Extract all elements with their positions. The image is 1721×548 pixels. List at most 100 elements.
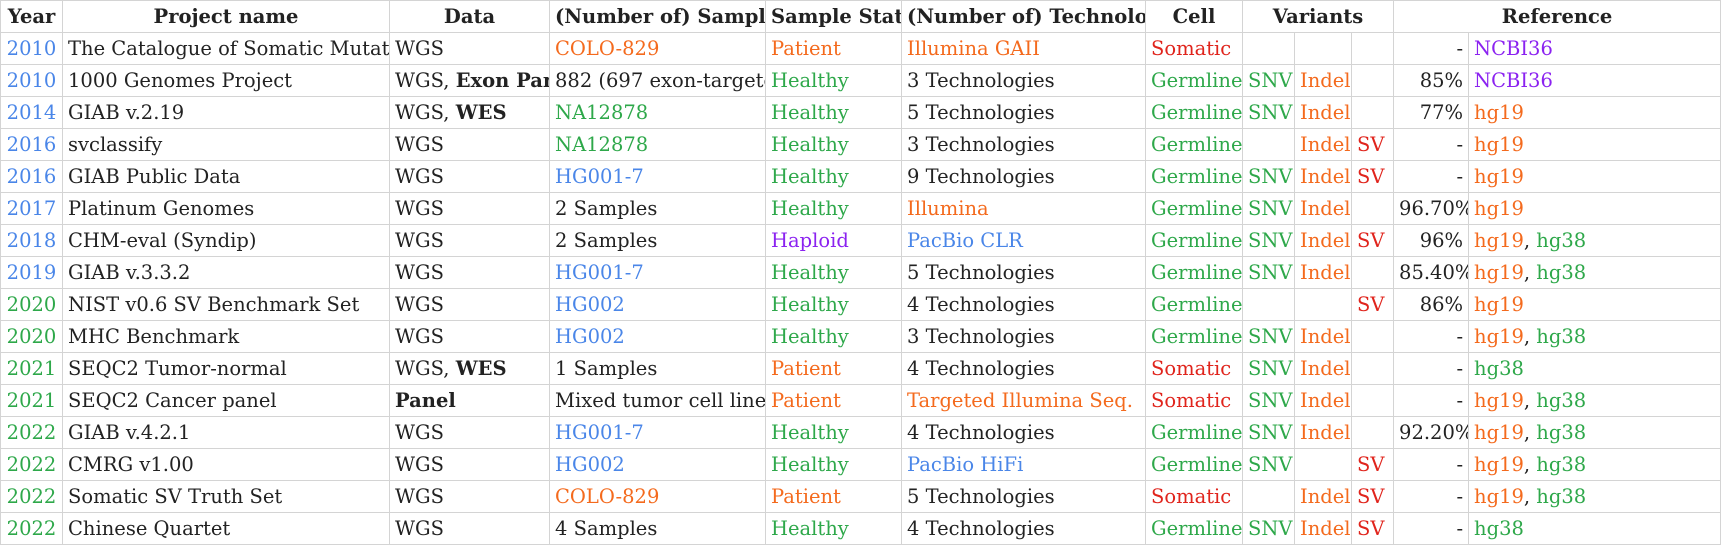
cell-data: WGS <box>389 160 550 193</box>
cell-variant-snv: SNV <box>1242 96 1295 129</box>
cell-percentage: - <box>1393 512 1470 545</box>
ref-primary: hg19 <box>1474 133 1524 156</box>
cell-samples: HG001-7 <box>549 256 766 289</box>
cell-project-name: GIAB v.4.2.1 <box>62 416 390 449</box>
table-row: 2020 MHC Benchmark WGS HG002 Healthy 3 Techno… <box>0 320 1721 353</box>
header-project-name: Project name <box>62 0 390 33</box>
cell-year: 2020 <box>0 288 63 321</box>
cell-variant-snv: SNV <box>1242 224 1295 257</box>
ref-primary: hg19 <box>1474 389 1524 412</box>
cell-variant-snv <box>1242 288 1295 321</box>
cell-variant-sv <box>1350 320 1395 353</box>
cell-variant-indel: Indel <box>1294 96 1352 129</box>
cell-sample-status: Patient <box>765 480 902 513</box>
cell-sample-status: Healthy <box>765 512 902 545</box>
data-plain: WGS <box>395 421 444 444</box>
cell-project-name: SEQC2 Cancer panel <box>62 384 390 417</box>
table-row: 2018 CHM-eval (Syndip) WGS 2 Samples Haploid… <box>0 224 1721 257</box>
cell-variant-sv <box>1350 64 1395 97</box>
cell-variant-indel <box>1294 288 1352 321</box>
cell-percentage: - <box>1393 480 1470 513</box>
cell-variant-indel: Indel <box>1294 480 1352 513</box>
ref-primary: hg19 <box>1474 453 1524 476</box>
cell-percentage: 86% <box>1393 288 1470 321</box>
cell-year: 2020 <box>0 320 63 353</box>
table-row: 2019 GIAB v.3.3.2 WGS HG001-7 Healthy 5 Techn… <box>0 256 1721 289</box>
cell-reference: hg19, hg38 <box>1468 480 1721 513</box>
ref-secondary: hg38 <box>1536 421 1587 444</box>
cell-variant-snv: SNV <box>1242 256 1295 289</box>
cell-cell-type: Germline <box>1145 288 1243 321</box>
header-technologies: (Number of) Technologies <box>901 0 1146 33</box>
table-row: 2017 Platinum Genomes WGS 2 Samples Healthy I… <box>0 192 1721 225</box>
cell-variant-indel <box>1294 448 1352 481</box>
header-samples: (Number of) Samples <box>549 0 766 33</box>
cell-project-name: The Catalogue of Somatic Mutations <box>62 32 390 65</box>
cell-project-name: GIAB Public Data <box>62 160 390 193</box>
data-plain: WGS, <box>395 357 456 380</box>
cell-percentage: 96.70% <box>1393 192 1470 225</box>
cell-project-name: MHC Benchmark <box>62 320 390 353</box>
cell-samples: HG002 <box>549 320 766 353</box>
cell-data: WGS, WES <box>389 352 550 385</box>
cell-technologies: 3 Technologies <box>901 64 1146 97</box>
table-row: 2021 SEQC2 Cancer panel Panel Mixed tumor c… <box>0 384 1721 417</box>
cell-samples: HG001-7 <box>549 416 766 449</box>
cell-sample-status: Patient <box>765 352 902 385</box>
ref-separator: , <box>1523 421 1537 444</box>
ref-primary: hg19 <box>1474 197 1524 220</box>
cell-project-name: svclassify <box>62 128 390 161</box>
header-reference: Reference <box>1393 0 1721 33</box>
cell-percentage: - <box>1393 32 1470 65</box>
cell-year: 2022 <box>0 416 63 449</box>
cell-cell-type: Somatic <box>1145 384 1243 417</box>
cell-cell-type: Somatic <box>1145 352 1243 385</box>
cell-sample-status: Healthy <box>765 416 902 449</box>
cell-variant-sv: SV <box>1350 288 1395 321</box>
cell-samples: NA12878 <box>549 128 766 161</box>
cell-cell-type: Germline <box>1145 192 1243 225</box>
cell-variant-sv: SV <box>1350 512 1395 545</box>
cell-percentage: 77% <box>1393 96 1470 129</box>
table-row: 2022 GIAB v.4.2.1 WGS HG001-7 Healthy 4 Techn… <box>0 416 1721 449</box>
cell-variant-sv <box>1350 256 1395 289</box>
cell-data: WGS <box>389 320 550 353</box>
ref-secondary: hg38 <box>1474 357 1524 380</box>
cell-variant-indel: Indel <box>1294 384 1352 417</box>
cell-cell-type: Somatic <box>1145 32 1243 65</box>
cell-sample-status: Healthy <box>765 448 902 481</box>
cell-technologies: 4 Technologies <box>901 416 1146 449</box>
cell-year: 2010 <box>0 32 63 65</box>
cell-year: 2017 <box>0 192 63 225</box>
cell-reference: hg19 <box>1468 128 1721 161</box>
cell-reference: hg19 <box>1468 192 1721 225</box>
cell-technologies: 4 Technologies <box>901 288 1146 321</box>
cell-variant-indel: Indel <box>1294 352 1352 385</box>
cell-variant-indel: Indel <box>1294 64 1352 97</box>
cell-samples: 882 (697 exon-targeted) <box>549 64 766 97</box>
ref-secondary: hg38 <box>1536 453 1587 476</box>
cell-data: WGS <box>389 32 550 65</box>
cell-project-name: GIAB v.3.3.2 <box>62 256 390 289</box>
cell-project-name: CHM-eval (Syndip) <box>62 224 390 257</box>
cell-cell-type: Germline <box>1145 96 1243 129</box>
cell-cell-type: Germline <box>1145 64 1243 97</box>
cell-cell-type: Germline <box>1145 128 1243 161</box>
cell-sample-status: Patient <box>765 384 902 417</box>
cell-variant-snv: SNV <box>1242 160 1295 193</box>
ref-primary: hg19 <box>1474 229 1524 252</box>
cell-sample-status: Healthy <box>765 256 902 289</box>
ref-separator: , <box>1523 389 1537 412</box>
cell-year: 2021 <box>0 384 63 417</box>
cell-year: 2016 <box>0 128 63 161</box>
cell-data: WGS, Exon Panel <box>389 64 550 97</box>
cell-reference: hg19 <box>1468 288 1721 321</box>
cell-cell-type: Germline <box>1145 160 1243 193</box>
cell-reference: hg19, hg38 <box>1468 320 1721 353</box>
cell-percentage: 92.20% <box>1393 416 1470 449</box>
data-plain: WGS <box>395 453 444 476</box>
cell-sample-status: Healthy <box>765 64 902 97</box>
cell-percentage: - <box>1393 320 1470 353</box>
data-plain: WGS <box>395 197 444 220</box>
